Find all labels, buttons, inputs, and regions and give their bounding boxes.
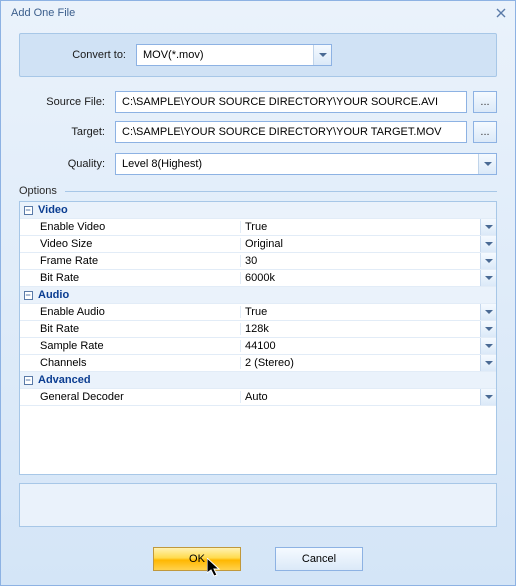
chevron-down-icon[interactable]	[480, 355, 496, 371]
close-button[interactable]	[493, 5, 509, 21]
divider	[65, 191, 497, 192]
group-audio-title: Audio	[36, 289, 240, 301]
description-panel	[19, 483, 497, 527]
prop-name: Channels	[36, 357, 240, 369]
prop-name: Video Size	[36, 238, 240, 250]
options-label: Options	[19, 185, 57, 197]
prop-audio-bitrate[interactable]: Bit Rate 128k	[20, 321, 496, 338]
prop-video-bitrate[interactable]: Bit Rate 6000k	[20, 270, 496, 287]
prop-value: Original	[240, 238, 480, 250]
target-row: Target: ...	[19, 121, 497, 143]
prop-value: True	[240, 221, 480, 233]
ok-button[interactable]: OK	[153, 547, 241, 571]
quality-label: Quality:	[19, 158, 115, 170]
prop-name: Enable Video	[36, 221, 240, 233]
dialog-content: Convert to: MOV(*.mov) Source File: ... …	[1, 25, 515, 585]
prop-channels[interactable]: Channels 2 (Stereo)	[20, 355, 496, 372]
prop-value: 44100	[240, 340, 480, 352]
prop-enable-video[interactable]: Enable Video True	[20, 219, 496, 236]
prop-value: 128k	[240, 323, 480, 335]
target-file-input[interactable]	[115, 121, 467, 143]
chevron-down-icon[interactable]	[480, 253, 496, 269]
button-row: OK Cancel	[19, 547, 497, 573]
chevron-down-icon[interactable]	[480, 219, 496, 235]
prop-sample-rate[interactable]: Sample Rate 44100	[20, 338, 496, 355]
prop-name: Frame Rate	[36, 255, 240, 267]
chevron-down-icon	[478, 154, 496, 174]
chevron-down-icon[interactable]	[480, 389, 496, 405]
prop-value: 2 (Stereo)	[240, 357, 480, 369]
dialog-title: Add One File	[11, 7, 75, 19]
prop-frame-rate[interactable]: Frame Rate 30	[20, 253, 496, 270]
prop-value: Auto	[240, 391, 480, 403]
group-audio[interactable]: − Audio	[20, 287, 496, 304]
collapse-icon: −	[24, 206, 33, 215]
prop-value: 6000k	[240, 272, 480, 284]
convert-label: Convert to:	[36, 49, 136, 61]
chevron-down-icon	[313, 45, 331, 65]
quality-value: Level 8(Highest)	[116, 158, 478, 170]
prop-value: 30	[240, 255, 480, 267]
prop-enable-audio[interactable]: Enable Audio True	[20, 304, 496, 321]
prop-general-decoder[interactable]: General Decoder Auto	[20, 389, 496, 406]
group-video-title: Video	[36, 204, 240, 216]
convert-panel: Convert to: MOV(*.mov)	[19, 33, 497, 77]
chevron-down-icon[interactable]	[480, 270, 496, 286]
group-video[interactable]: − Video	[20, 202, 496, 219]
prop-video-size[interactable]: Video Size Original	[20, 236, 496, 253]
source-label: Source File:	[19, 96, 115, 108]
quality-dropdown[interactable]: Level 8(Highest)	[115, 153, 497, 175]
source-row: Source File: ...	[19, 91, 497, 113]
group-advanced-title: Advanced	[36, 374, 240, 386]
convert-format-value: MOV(*.mov)	[137, 49, 313, 61]
source-file-input[interactable]	[115, 91, 467, 113]
target-label: Target:	[19, 126, 115, 138]
chevron-down-icon[interactable]	[480, 304, 496, 320]
convert-format-dropdown[interactable]: MOV(*.mov)	[136, 44, 332, 66]
prop-name: Bit Rate	[36, 323, 240, 335]
collapse-icon: −	[24, 291, 33, 300]
cancel-button[interactable]: Cancel	[275, 547, 363, 571]
close-icon	[496, 8, 506, 18]
browse-source-button[interactable]: ...	[473, 91, 497, 113]
property-grid: − Video Enable Video True Video Size Ori…	[19, 201, 497, 475]
browse-target-button[interactable]: ...	[473, 121, 497, 143]
chevron-down-icon[interactable]	[480, 236, 496, 252]
chevron-down-icon[interactable]	[480, 321, 496, 337]
prop-name: General Decoder	[36, 391, 240, 403]
grid-empty-area	[20, 406, 496, 472]
add-one-file-dialog: Add One File Convert to: MOV(*.mov) Sour…	[0, 0, 516, 586]
prop-value: True	[240, 306, 480, 318]
quality-row: Quality: Level 8(Highest)	[19, 153, 497, 175]
options-header: Options	[19, 185, 497, 197]
titlebar: Add One File	[1, 1, 515, 25]
prop-name: Bit Rate	[36, 272, 240, 284]
prop-name: Sample Rate	[36, 340, 240, 352]
prop-name: Enable Audio	[36, 306, 240, 318]
group-advanced[interactable]: − Advanced	[20, 372, 496, 389]
chevron-down-icon[interactable]	[480, 338, 496, 354]
collapse-icon: −	[24, 376, 33, 385]
